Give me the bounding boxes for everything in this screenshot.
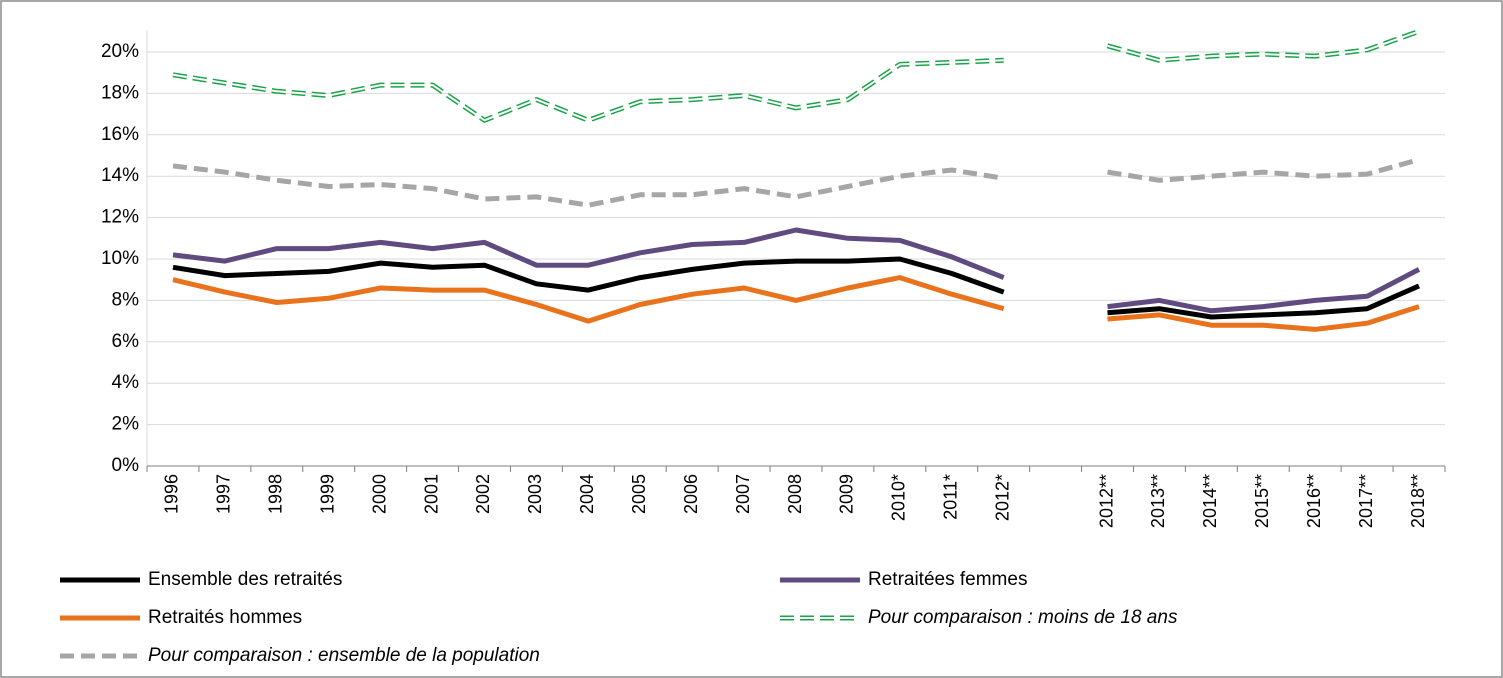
series-line [172, 227, 1421, 314]
x-tick-label: 2000 [369, 474, 389, 514]
y-tick-label: 2% [112, 414, 140, 435]
y-tick-label: 20% [101, 41, 139, 62]
x-tick-label: 2007 [733, 474, 753, 514]
x-tick-label: 2012* [992, 474, 1012, 521]
legend-label: Ensemble des retraités [148, 569, 342, 590]
x-tick-label: 2012** [1096, 474, 1116, 528]
y-tick-label: 10% [101, 248, 139, 269]
y-tick-label: 14% [101, 165, 139, 186]
y-tick-label: 6% [112, 331, 140, 352]
series-line [172, 256, 1421, 320]
x-tick-label: 1998 [266, 474, 286, 514]
legend-label: Retraités hommes [148, 607, 302, 628]
x-tick-label: 2017** [1356, 474, 1376, 528]
x-tick-label: 2004 [577, 474, 597, 514]
x-tick-label: 2013** [1148, 474, 1168, 528]
y-tick-label: 4% [112, 372, 140, 393]
y-tick-label: 12% [101, 207, 139, 228]
x-tick-label: 1997 [214, 474, 234, 514]
x-tick-label: 1996 [162, 474, 182, 514]
x-tick-label: 2018** [1408, 474, 1428, 528]
legend-label: Retraitées femmes [868, 569, 1027, 590]
y-tick-label: 0% [112, 455, 140, 476]
x-tick-label: 2009 [837, 474, 857, 514]
x-tick-label: 2003 [525, 474, 545, 514]
series-line [172, 157, 1420, 208]
series-line-inner [172, 30, 1420, 122]
x-tick-label: 2002 [473, 474, 493, 514]
y-tick-label: 16% [101, 124, 139, 145]
x-tick-label: 2006 [681, 474, 701, 514]
legend-label: Pour comparaison : ensemble de la popula… [148, 645, 540, 666]
x-tick-label: 2001 [421, 474, 441, 514]
y-tick-label: 18% [101, 82, 139, 103]
y-tick-label: 8% [112, 289, 140, 310]
x-tick-label: 1999 [317, 474, 337, 514]
x-tick-label: 2008 [785, 474, 805, 514]
x-tick-label: 2014** [1200, 474, 1220, 528]
x-tick-label: 2005 [629, 474, 649, 514]
x-tick-label: 2011* [941, 474, 961, 520]
series-line [172, 275, 1420, 332]
x-tick-label: 2010* [889, 474, 909, 521]
x-tick-label: 2016** [1304, 474, 1324, 528]
legend-label: Pour comparaison : moins de 18 ans [868, 607, 1178, 628]
x-tick-label: 2015** [1252, 474, 1272, 528]
